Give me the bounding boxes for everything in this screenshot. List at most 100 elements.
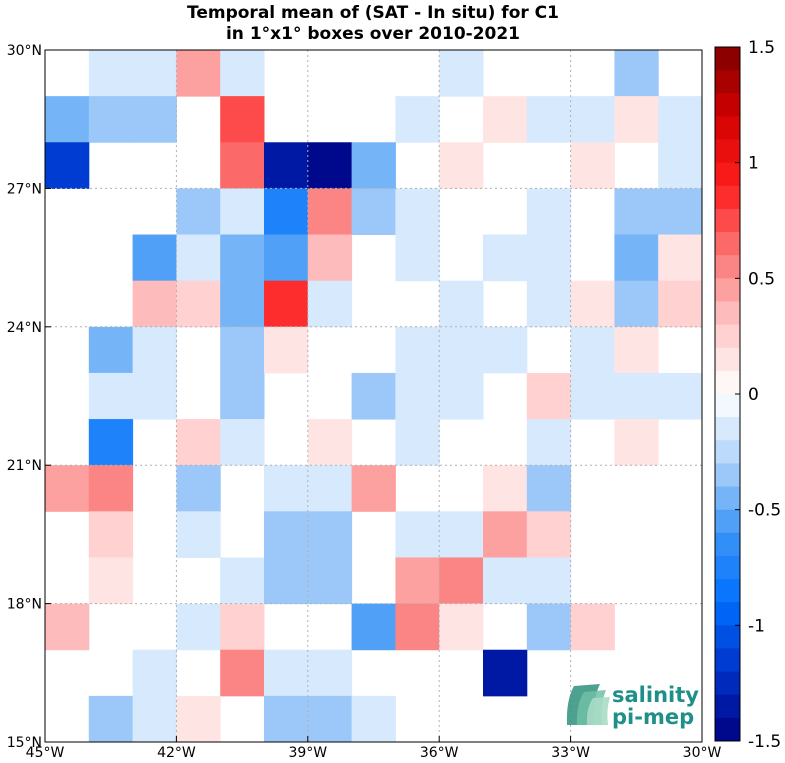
heatmap-cells bbox=[45, 50, 703, 743]
brand-line1: salinity bbox=[612, 683, 699, 707]
heatmap-cell bbox=[45, 603, 90, 651]
grid-lines bbox=[45, 50, 702, 742]
heatmap-cell bbox=[264, 280, 309, 328]
heatmap-cell bbox=[395, 326, 440, 374]
colorbar-bin bbox=[715, 47, 740, 71]
heatmap-cell bbox=[614, 419, 659, 466]
heatmap-cell bbox=[307, 188, 353, 236]
colorbar-bin bbox=[715, 370, 740, 395]
heatmap-cell bbox=[264, 649, 309, 697]
heatmap-cell bbox=[351, 465, 396, 512]
heatmap-cell bbox=[176, 234, 221, 282]
heatmap-cell bbox=[132, 326, 177, 374]
heatmap-cell bbox=[439, 603, 484, 651]
heatmap-cell bbox=[132, 695, 177, 743]
heatmap-cell bbox=[88, 50, 134, 97]
heatmap-cell bbox=[439, 280, 484, 328]
heatmap-cell bbox=[570, 372, 615, 420]
colorbar-bin bbox=[715, 648, 740, 672]
colorbar-bin bbox=[715, 602, 740, 626]
heatmap-cell bbox=[439, 50, 484, 97]
heatmap-cell bbox=[132, 96, 177, 143]
colorbar-bin bbox=[715, 440, 740, 464]
x-tick-label: 45°W bbox=[26, 745, 65, 761]
colorbar-bin bbox=[715, 185, 740, 210]
y-tick-label: 21°N bbox=[7, 458, 42, 474]
x-axis-ticks: 45°W 42°W 39°W 36°W 33°W 30°W bbox=[26, 736, 721, 761]
colorbar-bin bbox=[715, 625, 740, 649]
heatmap-cell bbox=[176, 511, 221, 558]
heatmap-cell bbox=[526, 419, 572, 466]
heatmap-cell bbox=[88, 695, 134, 743]
heatmap-cell bbox=[220, 326, 265, 374]
heatmap-cell bbox=[176, 280, 221, 328]
heatmap-cell bbox=[483, 557, 528, 605]
heatmap-cell bbox=[439, 511, 484, 558]
x-tick-label: 36°W bbox=[420, 745, 459, 761]
colorbar-bin bbox=[715, 255, 740, 279]
heatmap-cell bbox=[395, 188, 440, 236]
heatmap-cell bbox=[658, 96, 703, 143]
colorbar-bin bbox=[715, 232, 740, 256]
colorbar-tick-label: 1.5 bbox=[748, 38, 775, 58]
colorbar-bin bbox=[715, 301, 740, 325]
colorbar-bin bbox=[715, 394, 740, 418]
heatmap-cell bbox=[307, 649, 353, 697]
heatmap-cell bbox=[220, 50, 265, 97]
heatmap-cell bbox=[526, 188, 572, 236]
heatmap-cell bbox=[526, 511, 572, 558]
heatmap-cell bbox=[220, 234, 265, 282]
salinity-pimep-logo: salinity pi-mep bbox=[566, 683, 699, 729]
colorbar-bin bbox=[715, 324, 740, 349]
colorbar-bin bbox=[715, 717, 740, 742]
colorbar-tick-label: 0 bbox=[748, 385, 759, 405]
heatmap-cell bbox=[526, 96, 572, 143]
heatmap-cell bbox=[439, 326, 484, 374]
heatmap-cell bbox=[176, 419, 221, 466]
heatmap-cell bbox=[526, 280, 572, 328]
heatmap-cell bbox=[264, 188, 309, 236]
heatmap-cell bbox=[264, 557, 309, 605]
heatmap-cell bbox=[307, 557, 353, 605]
heatmap-cell bbox=[614, 50, 659, 97]
colorbar-tick-label: -1 bbox=[748, 616, 765, 636]
heatmap-cell bbox=[307, 419, 353, 466]
heatmap-cell bbox=[264, 234, 309, 282]
heatmap-cell bbox=[570, 96, 615, 143]
colorbar-bin bbox=[715, 579, 740, 603]
heatmap-cell bbox=[483, 649, 528, 697]
heatmap-cell bbox=[307, 142, 353, 189]
colorbar-bin bbox=[715, 116, 740, 140]
heatmap-cell bbox=[351, 603, 396, 651]
x-tick-label: 39°W bbox=[288, 745, 327, 761]
heatmap-cell bbox=[658, 280, 703, 328]
colorbar-bin bbox=[715, 93, 740, 117]
x-tick-label: 33°W bbox=[551, 745, 590, 761]
colorbar-bin bbox=[715, 70, 740, 94]
colorbar-bin bbox=[715, 486, 740, 511]
heatmap-cell bbox=[307, 234, 353, 282]
heatmap-cell bbox=[220, 372, 265, 420]
heatmap-cell bbox=[132, 372, 177, 420]
heatmap-cell bbox=[264, 326, 309, 374]
colorbar-bin bbox=[715, 694, 740, 719]
heatmap-cell bbox=[483, 234, 528, 282]
heatmap-cell bbox=[220, 142, 265, 189]
colorbar-tick-label: 0.5 bbox=[748, 269, 775, 289]
y-axis-ticks: 30°N 27°N 24°N 21°N 18°N 15°N bbox=[7, 43, 51, 751]
heatmap-cell bbox=[132, 280, 177, 328]
heatmap-cell bbox=[395, 511, 440, 558]
heatmap-cell bbox=[614, 372, 659, 420]
heatmap-cell bbox=[526, 603, 572, 651]
heatmap-cell bbox=[483, 465, 528, 512]
heatmap-cell bbox=[526, 465, 572, 512]
heatmap-cell bbox=[176, 50, 221, 97]
heatmap-cell bbox=[45, 142, 90, 189]
heatmap-cell bbox=[88, 419, 134, 466]
heatmap-cell bbox=[395, 419, 440, 466]
heatmap-cell bbox=[220, 280, 265, 328]
y-tick-label: 24°N bbox=[7, 320, 42, 336]
colorbar-tick-label: -1.5 bbox=[748, 732, 781, 752]
heatmap-cell bbox=[220, 419, 265, 466]
